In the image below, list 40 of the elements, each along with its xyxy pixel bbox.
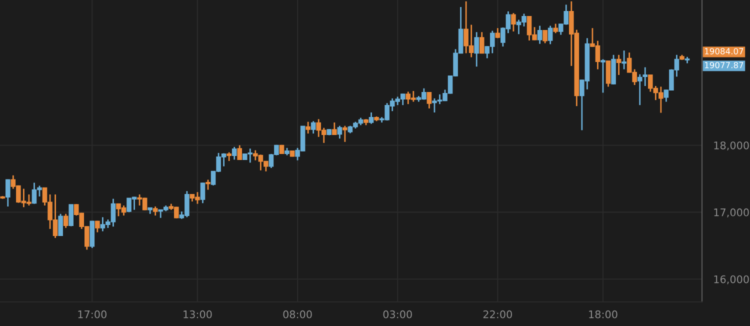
candlestick — [426, 91, 432, 110]
candlestick — [616, 54, 622, 76]
y-tick-label: 17,000 — [714, 208, 749, 218]
candlestick — [637, 74, 642, 106]
candlestick — [58, 213, 63, 236]
text: 19077.87 — [705, 62, 744, 68]
y-tick-label: 18,000 — [714, 141, 749, 150]
candlestick — [310, 120, 316, 134]
x-tick-label: 22:00 — [483, 310, 512, 318]
candlestick — [474, 31, 479, 68]
candlestick — [553, 23, 558, 34]
x-tick-label: 18:00 — [589, 310, 618, 318]
candlestick — [642, 66, 648, 87]
candlestick — [152, 206, 158, 216]
candlestick — [306, 121, 310, 134]
candlestick — [606, 60, 611, 88]
x-tick-label: 03:00 — [383, 310, 412, 318]
candlestick — [206, 179, 210, 190]
candlestick — [332, 122, 337, 136]
x-tick-label: 13:00 — [184, 310, 212, 318]
candlestick — [63, 213, 68, 229]
x-tick-label: 08:00 — [283, 310, 312, 318]
candlestick — [200, 182, 206, 204]
candlestick — [237, 144, 242, 161]
y-tick-label: 16,000 — [714, 275, 749, 284]
candlestick — [548, 25, 553, 45]
candlestick — [368, 112, 374, 125]
candlestick — [537, 25, 542, 45]
text: 19084.07 — [705, 48, 744, 54]
candlestick — [479, 31, 484, 54]
candlestick — [511, 12, 516, 32]
candlestick — [622, 50, 626, 70]
candlestick — [542, 29, 548, 44]
candlestick — [337, 125, 342, 140]
candlestick — [342, 125, 348, 143]
x-tick-label: 17:00 — [78, 310, 106, 318]
candlestick — [600, 58, 606, 94]
candlestick — [68, 204, 74, 227]
candlestick — [232, 146, 237, 160]
candlestick — [6, 178, 10, 208]
